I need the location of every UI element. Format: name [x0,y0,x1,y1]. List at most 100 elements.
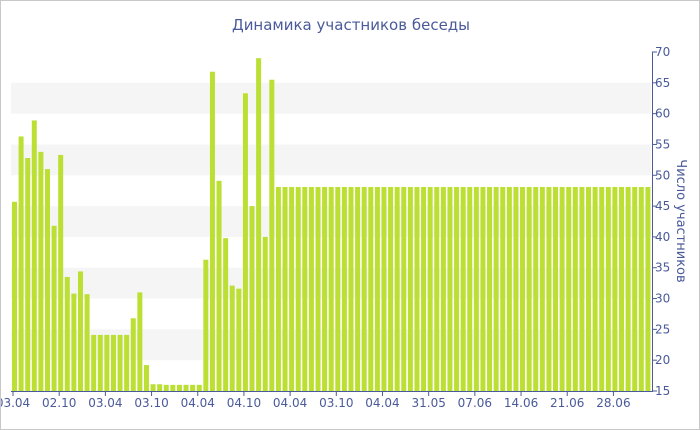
y-tick-label: 20 [655,353,670,367]
bar [355,186,361,391]
bar [236,288,242,391]
axes: 15 20 25 30 35 40 45 50 55 60 65 70 03.04 02.10 03.04 0… [1,45,670,410]
y-tick-label: 65 [655,76,670,90]
bar [117,334,123,391]
bar [71,293,77,391]
bar [592,186,598,391]
bar [427,186,433,391]
x-tick-label: 14.06 [504,396,538,410]
bar [454,186,460,391]
bar [322,186,328,391]
bar [473,186,479,391]
bar [361,186,367,391]
bar [256,58,262,391]
bar [546,186,552,391]
bar [157,384,163,391]
bar [553,186,559,391]
x-tick-label: 31.05 [411,396,445,410]
bar [282,186,288,391]
bar [500,186,506,391]
x-tick-label: 02.10 [42,396,76,410]
bar [480,186,486,391]
bar [599,186,605,391]
bar [262,236,268,391]
bar [559,186,565,391]
bar [414,186,420,391]
bar [533,186,539,391]
bar [645,186,651,391]
bar [308,186,314,391]
bar [421,186,427,391]
x-tick-label: 04.04 [181,396,215,410]
x-tick-label: 04.04 [365,396,399,410]
bar [612,186,618,391]
bar [434,186,440,391]
grid-band [11,82,651,114]
chart-title: Динамика участников беседы [232,16,470,34]
bar [493,186,499,391]
bar [203,259,209,391]
bar [526,186,532,391]
y-tick-label: 40 [655,230,670,244]
bar [91,334,97,391]
bar [467,186,473,391]
bar [77,271,83,391]
bar [25,158,31,391]
bar [605,186,611,391]
bar [38,151,44,391]
bar [242,93,248,392]
y-tick-label: 45 [655,199,670,213]
bar [124,334,130,391]
bar [638,186,644,391]
x-tick-label: 03.04 [1,396,30,410]
y-tick-label: 70 [655,45,670,59]
bar [196,384,202,391]
y-tick-label: 35 [655,261,670,275]
bar [374,186,380,391]
bar [388,186,394,391]
bar [572,186,578,391]
y-tick-label: 55 [655,137,670,151]
bar [566,186,572,391]
y-tick-label: 50 [655,168,670,182]
bar [394,186,400,391]
bar [579,186,585,391]
bar [295,186,301,391]
bar [625,186,631,391]
bar [315,186,321,391]
bar [137,292,143,391]
bar [302,186,308,391]
bar [440,186,446,391]
bar [341,186,347,391]
bar [289,186,295,391]
bar [176,384,182,391]
bar [104,334,110,391]
y-tick-label: 25 [655,322,670,336]
bar [513,186,519,391]
bar [632,186,638,391]
bar [64,276,70,391]
bar [130,318,136,391]
x-tick-label: 03.10 [319,396,353,410]
bar [381,186,387,391]
bar [348,186,354,391]
y-tick-label: 30 [655,292,670,306]
bar [335,186,341,391]
x-tick-label: 04.04 [273,396,307,410]
x-tick-label: 21.06 [550,396,584,410]
bar [163,384,169,391]
bar [401,186,407,391]
bar [110,334,116,391]
bar [539,186,545,391]
bar [407,186,413,391]
bar [143,365,149,391]
y-tick-label: 15 [655,384,670,398]
bar [447,186,453,391]
y-axis-label: Число участников [673,159,688,282]
bar [44,169,50,391]
x-tick-label: 07.06 [458,396,492,410]
x-tick-label: 03.04 [88,396,122,410]
bar [170,384,176,391]
